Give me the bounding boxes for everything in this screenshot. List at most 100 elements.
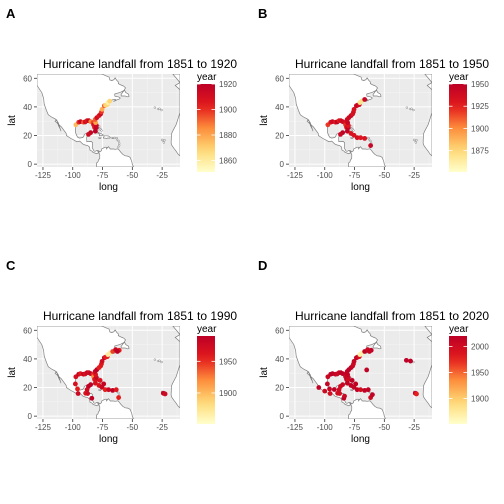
x-tick-label: -50 — [127, 171, 139, 180]
island — [367, 136, 370, 140]
landfall-point — [331, 387, 337, 392]
panel-letter: C — [6, 258, 16, 273]
x-tick-label: -25 — [156, 171, 168, 180]
landfall-point — [327, 391, 333, 396]
legend-tick-label: 1920 — [219, 80, 237, 89]
x-tick-label: -125 — [287, 171, 304, 180]
legend-colorbar — [197, 336, 215, 424]
island — [153, 106, 157, 109]
island — [153, 358, 157, 361]
landfall-point — [351, 358, 357, 364]
landfall-point — [351, 106, 357, 112]
landfall-point — [362, 135, 368, 141]
legend-tick-label: 1900 — [219, 389, 237, 398]
landfall-point — [99, 358, 105, 364]
island — [117, 145, 120, 148]
island — [158, 107, 161, 110]
panel-a: A Hurricane landfall from 1851 to 1920 -12… — [6, 6, 237, 193]
x-tick-label: -50 — [127, 423, 139, 432]
y-axis-label: lat — [7, 367, 18, 378]
island — [113, 136, 116, 140]
x-tick-label: -100 — [317, 171, 334, 180]
landfall-point — [362, 97, 368, 102]
legend-title: year — [449, 72, 469, 83]
x-tick-label: -75 — [349, 171, 361, 180]
landfall-point — [408, 358, 413, 364]
landfall-point — [75, 391, 81, 396]
x-axis-label: long — [351, 182, 370, 193]
land-cuba_south_america — [96, 398, 134, 419]
landfall-point — [322, 388, 328, 394]
land-jamaica — [98, 389, 102, 391]
landfall-point — [92, 380, 98, 386]
island — [160, 360, 163, 364]
island — [158, 359, 161, 362]
land-newfoundland — [120, 341, 130, 350]
island — [160, 138, 164, 141]
landfall-point — [367, 349, 372, 354]
island — [412, 138, 416, 141]
island — [349, 128, 353, 131]
x-tick-label: -50 — [379, 171, 391, 180]
chart-title: Hurricane landfall from 1851 to 1990 — [43, 309, 237, 323]
land-africaEdge — [170, 74, 180, 157]
y-tick-label: 60 — [23, 74, 32, 83]
legend-title: year — [197, 72, 217, 83]
landfall-point — [342, 393, 347, 399]
legend-colorbar — [197, 84, 215, 172]
island — [352, 129, 355, 132]
landfall-point — [327, 386, 332, 392]
landfall-point — [349, 377, 355, 383]
y-tick-label: 0 — [280, 160, 285, 169]
legend-colorbar — [449, 84, 467, 172]
landfall-point — [362, 387, 368, 393]
y-tick-label: 40 — [275, 355, 284, 364]
x-tick-label: -25 — [408, 171, 420, 180]
land-newfoundland — [372, 341, 382, 350]
chart-title: Hurricane landfall from 1851 to 1950 — [295, 57, 489, 71]
panel-letter: D — [258, 258, 267, 273]
land-hispaniola — [102, 135, 111, 139]
y-axis-label: lat — [259, 367, 270, 378]
landfall-point — [97, 377, 103, 383]
landfall-point — [75, 386, 80, 392]
land-cuba_south_america — [348, 146, 386, 167]
y-tick-label: 40 — [23, 103, 32, 112]
landfall-point — [337, 391, 343, 396]
chart-title: Hurricane landfall from 1851 to 2020 — [295, 309, 489, 323]
island — [100, 129, 103, 132]
x-axis-label: long — [351, 434, 370, 445]
legend-tick-label: 2000 — [471, 342, 489, 351]
x-tick-label: -25 — [156, 423, 168, 432]
island — [97, 128, 101, 131]
y-tick-label: 0 — [280, 412, 285, 421]
island — [163, 139, 166, 142]
landfall-point — [324, 381, 330, 387]
legend-tick-label: 1880 — [219, 131, 237, 140]
x-tick-label: -100 — [65, 171, 82, 180]
island — [118, 142, 121, 145]
panel-b: B Hurricane landfall from 1851 to 1950 -12… — [258, 6, 489, 193]
island — [414, 141, 417, 144]
island — [410, 107, 413, 110]
land-newfoundland — [372, 89, 382, 98]
landfall-point — [370, 392, 375, 398]
y-tick-label: 20 — [23, 384, 32, 393]
y-tick-label: 40 — [275, 103, 284, 112]
landfall-point — [162, 391, 168, 397]
x-tick-label: -125 — [35, 423, 52, 432]
x-tick-label: -50 — [379, 423, 391, 432]
landfall-point — [354, 135, 360, 141]
panel-letter: B — [258, 6, 267, 21]
landfall-point — [115, 349, 120, 354]
chart-title: Hurricane landfall from 1851 to 1920 — [43, 57, 237, 71]
island — [415, 139, 418, 142]
landfall-point — [358, 135, 364, 141]
panel-letter: A — [6, 6, 16, 21]
island — [160, 108, 163, 112]
x-tick-label: -25 — [408, 423, 420, 432]
island — [162, 141, 165, 144]
landfall-point — [113, 387, 119, 393]
land-cuba_south_america — [348, 398, 386, 419]
y-tick-label: 60 — [275, 74, 284, 83]
